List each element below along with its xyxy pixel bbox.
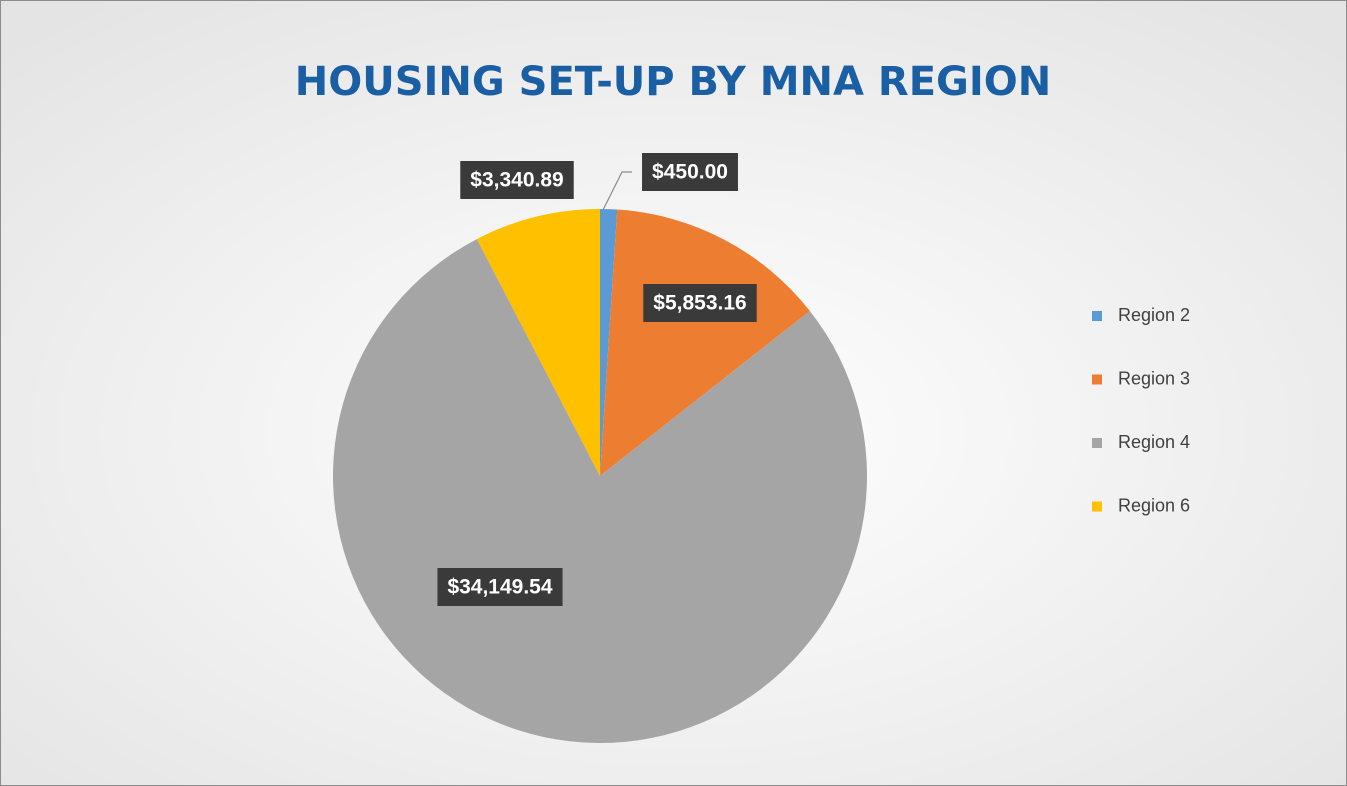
data-label: $5,853.16 bbox=[653, 292, 746, 315]
data-label-box bbox=[643, 284, 757, 322]
data-label-box bbox=[460, 161, 574, 199]
data-label-box bbox=[642, 153, 738, 191]
data-label: $34,149.54 bbox=[447, 576, 552, 599]
data-label: $3,340.89 bbox=[470, 169, 563, 192]
pie-slice bbox=[476, 209, 600, 476]
data-label-box bbox=[437, 568, 563, 606]
legend-label: Region 2 bbox=[1118, 305, 1190, 325]
pie-slice bbox=[600, 209, 618, 476]
legend-label: Region 3 bbox=[1118, 368, 1190, 388]
legend-swatch bbox=[1092, 501, 1102, 512]
leader-line bbox=[602, 171, 632, 211]
legend-label: Region 4 bbox=[1118, 432, 1190, 452]
pie-slice bbox=[333, 239, 867, 744]
pie-slice bbox=[600, 209, 810, 476]
chart-title: HOUSING SET-UP BY MNA REGION bbox=[295, 59, 1051, 105]
legend-swatch bbox=[1092, 438, 1102, 448]
data-label: $450.00 bbox=[652, 161, 728, 184]
legend-swatch bbox=[1092, 311, 1102, 321]
legend-swatch bbox=[1092, 374, 1102, 385]
legend-label: Region 6 bbox=[1118, 495, 1190, 515]
